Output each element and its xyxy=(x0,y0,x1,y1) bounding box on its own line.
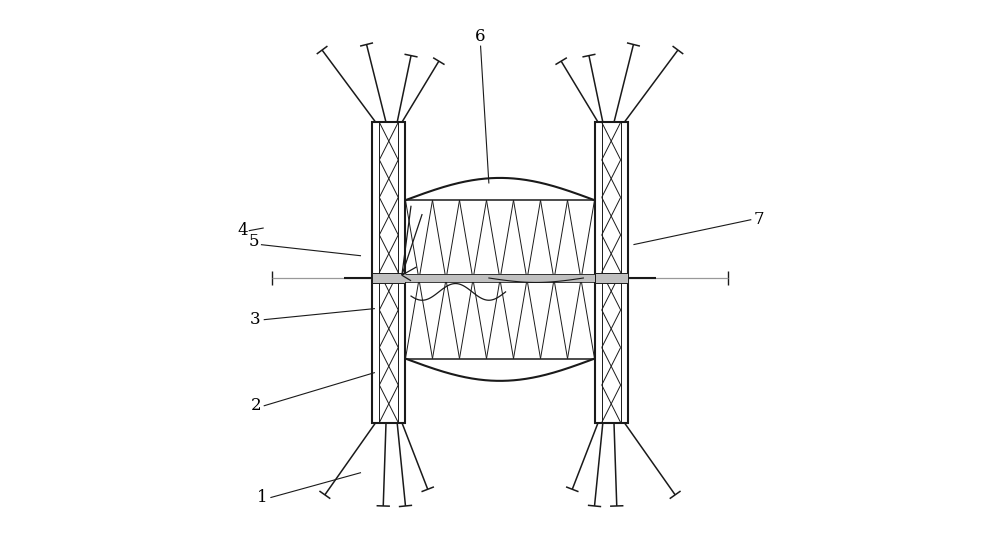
Bar xyxy=(405,274,595,282)
Text: 6: 6 xyxy=(475,28,486,44)
Bar xyxy=(595,273,628,283)
Text: 3: 3 xyxy=(250,311,261,328)
Bar xyxy=(372,122,405,423)
Text: 5: 5 xyxy=(248,234,259,250)
Text: 7: 7 xyxy=(753,211,764,228)
Text: 2: 2 xyxy=(251,398,262,414)
Text: 1: 1 xyxy=(257,489,267,506)
Bar xyxy=(602,122,621,423)
Text: 4: 4 xyxy=(237,222,248,239)
Bar xyxy=(595,122,628,423)
Bar xyxy=(372,273,405,283)
Bar xyxy=(379,122,398,423)
